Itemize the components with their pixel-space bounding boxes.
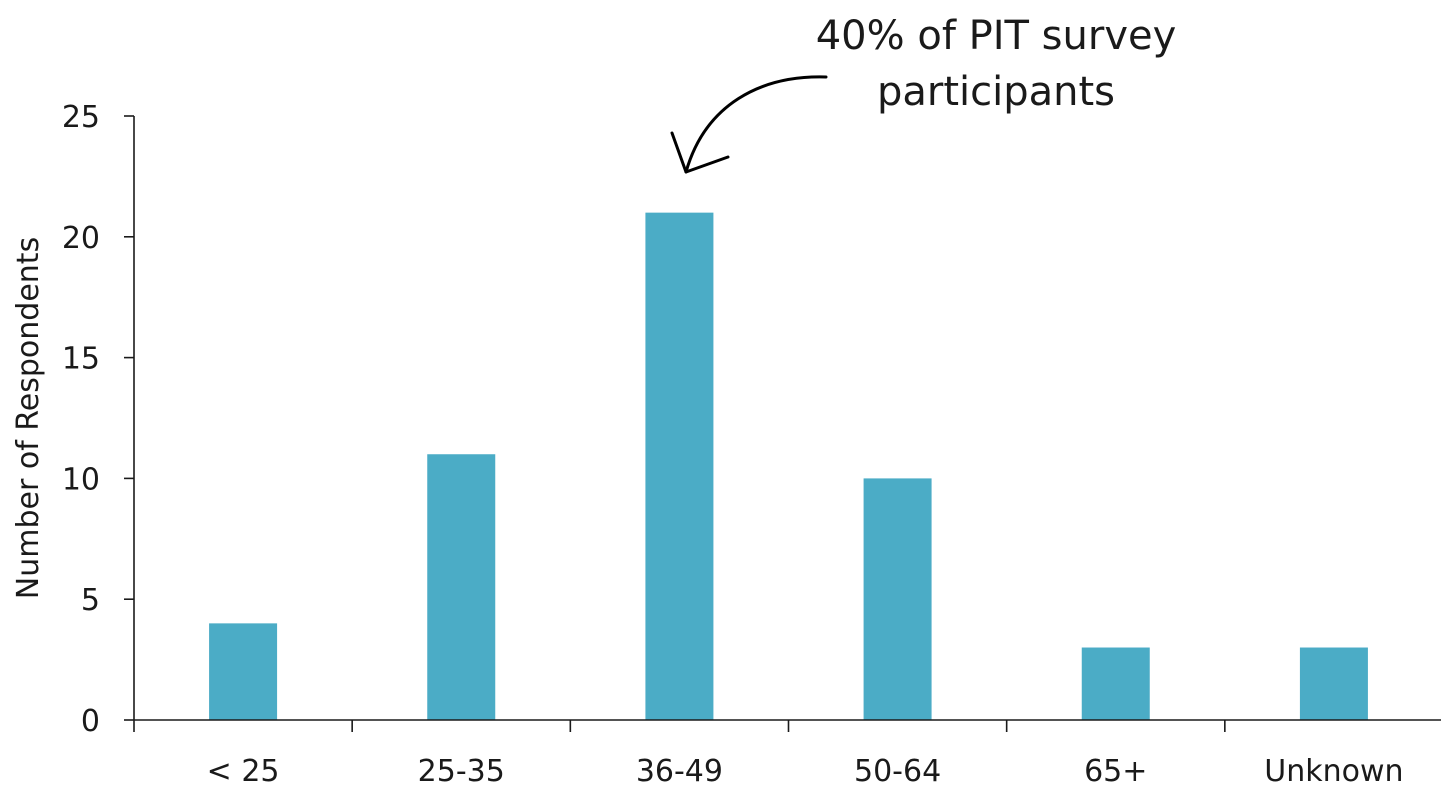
bar [209, 623, 278, 720]
bar [645, 212, 714, 720]
y-axis-title: Number of Respondents [11, 237, 46, 599]
annotation: 40% of PIT survey participants [670, 13, 1177, 174]
x-category-label: < 25 [207, 754, 280, 786]
bar [863, 478, 932, 720]
y-tick-label: 0 [81, 704, 100, 739]
annotation-arrow-curve [684, 75, 828, 174]
bar [1299, 647, 1368, 720]
y-tick-label: 15 [62, 342, 100, 377]
y-tick-label: 5 [81, 583, 100, 618]
x-category-label: Unknown [1264, 754, 1403, 786]
y-tick-label: 20 [62, 221, 100, 256]
x-axis-ticks: < 25 25-35 36-49 50-64 65+ Unknown [133, 720, 1404, 786]
y-tick-label: 25 [62, 100, 100, 135]
annotation-line-2: participants [877, 69, 1115, 115]
x-category-label: 25-35 [418, 754, 505, 786]
x-category-label: 50-64 [854, 754, 941, 786]
bar [1081, 647, 1150, 720]
bar [427, 454, 496, 720]
annotation-arrow-head [670, 131, 730, 174]
x-category-label: 65+ [1084, 754, 1147, 786]
x-category-label: 36-49 [636, 754, 723, 786]
bars-group [209, 212, 1368, 720]
y-tick-label: 10 [62, 462, 100, 497]
annotation-line-1: 40% of PIT survey [816, 13, 1177, 59]
y-axis-ticks: 0 5 10 15 20 25 [62, 100, 134, 739]
